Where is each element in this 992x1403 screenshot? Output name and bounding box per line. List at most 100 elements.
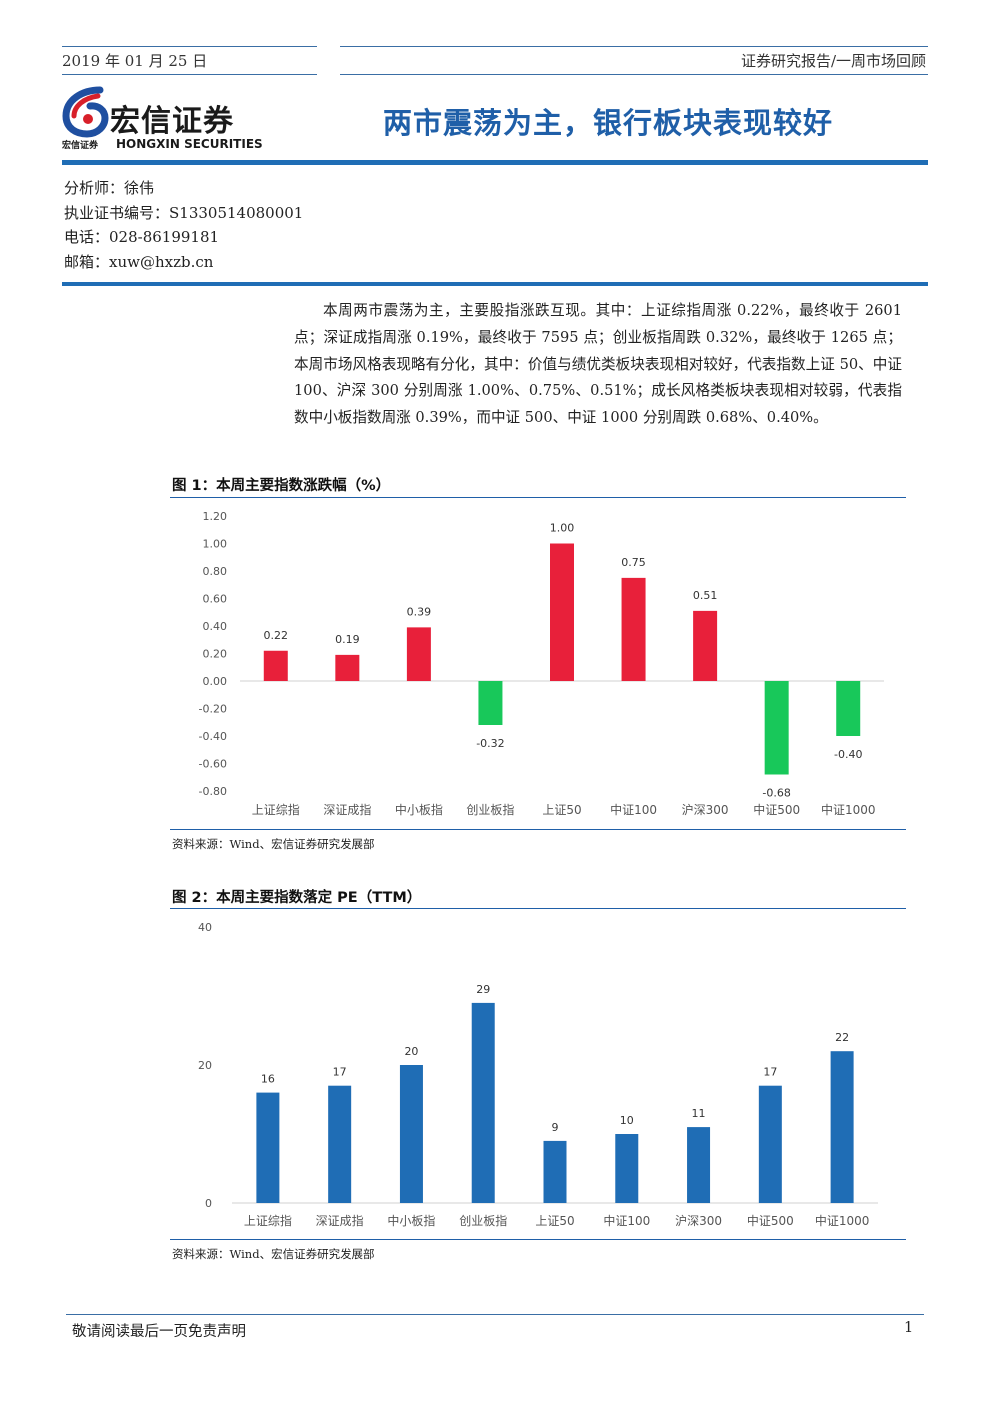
footer-rule <box>66 1314 924 1315</box>
bar <box>335 654 360 681</box>
data-label: 0.39 <box>407 605 432 618</box>
x-tick-label: 中证500 <box>747 1213 794 1228</box>
logo-small-cn: 宏信证券 <box>62 141 99 151</box>
figure2-title: 图 2：本周主要指数落定 PE（TTM） <box>172 890 422 906</box>
x-tick-label: 中证1000 <box>815 1213 870 1228</box>
x-tick-label: 中小板指 <box>387 1213 435 1228</box>
figure1-source: 资料来源：Wind、宏信证券研究发展部 <box>172 837 375 851</box>
x-tick-label: 上证综指 <box>244 1213 292 1228</box>
x-tick-label: 沪深300 <box>675 1214 722 1228</box>
bar <box>328 1085 352 1203</box>
figure1-top-rule <box>170 497 906 498</box>
data-label: -0.32 <box>476 737 504 750</box>
x-tick-label: 上证50 <box>535 1214 574 1228</box>
figure1-title: 图 1：本周主要指数涨跌幅（%） <box>172 478 391 494</box>
data-label: 0.75 <box>621 556 646 569</box>
y-tick-label: 0.40 <box>203 620 228 633</box>
bar <box>687 1127 711 1203</box>
x-tick-label: 中小板指 <box>395 802 443 817</box>
x-tick-label: 中证1000 <box>821 802 876 817</box>
x-tick-label: 创业板指 <box>466 802 514 817</box>
bar <box>758 1085 782 1203</box>
bar <box>764 681 789 775</box>
data-label: 1.00 <box>550 522 575 535</box>
title-divider <box>62 160 928 165</box>
x-tick-label: 创业板指 <box>459 1213 507 1228</box>
y-tick-label: -0.60 <box>199 758 227 771</box>
x-tick-label: 中证100 <box>603 1213 650 1228</box>
bar <box>399 1065 423 1203</box>
bar <box>406 627 431 681</box>
data-label: 17 <box>763 1066 777 1079</box>
data-label: 20 <box>404 1045 418 1058</box>
data-label: 11 <box>692 1107 706 1120</box>
y-tick-label: 1.00 <box>203 538 228 551</box>
analyst-divider <box>62 282 928 286</box>
y-tick-label: 40 <box>198 921 212 934</box>
data-label: 29 <box>476 983 490 996</box>
y-tick-label: -0.80 <box>199 785 227 798</box>
data-label: 16 <box>261 1073 275 1086</box>
data-label: 0.22 <box>264 629 289 642</box>
data-label: -0.40 <box>834 748 862 761</box>
report-category: 证券研究报告/一周市场回顾 <box>740 52 926 70</box>
footer-disclaimer: 敬请阅读最后一页免责声明 <box>72 1324 246 1340</box>
data-label: 17 <box>333 1066 347 1079</box>
analyst-name: 分析师：徐伟 <box>64 179 155 197</box>
y-tick-label: -0.40 <box>199 730 227 743</box>
data-label: 0.51 <box>693 589 718 602</box>
company-logo: 宏信证券 宏信证券 HONGXIN SECURITIES <box>60 84 275 154</box>
x-tick-label: 中证100 <box>610 802 657 817</box>
bar <box>263 650 288 681</box>
bar <box>615 1134 639 1203</box>
data-label: 0.19 <box>335 633 360 646</box>
report-date: 2019 年 01 月 25 日 <box>62 52 208 70</box>
y-tick-label: -0.20 <box>199 703 227 716</box>
figure1-chart: 1.20 1.00 0.80 0.60 0.40 0.20 0.00 -0.20 -0.40 -0… <box>199 510 884 817</box>
figure2-top-rule <box>170 908 906 909</box>
y-tick-label: 1.20 <box>203 510 228 523</box>
y-tick-label: 0.80 <box>203 565 228 578</box>
data-label: 10 <box>620 1114 634 1127</box>
bar <box>693 610 718 681</box>
x-tick-label: 上证50 <box>542 803 581 817</box>
analyst-cert: 执业证书编号：S1330514080001 <box>64 203 304 222</box>
data-label: 22 <box>835 1031 849 1044</box>
bar <box>836 681 861 736</box>
logo-name-cn: 宏信证券 <box>110 104 234 139</box>
figure2-chart: 40 20 0 16 上证综指 17 深证成指 20 中小板指 29 创业板指 9 上证50 10 中证10… <box>198 921 878 1228</box>
header-rule-left-top <box>62 46 317 47</box>
analyst-phone: 电话：028-86199181 <box>64 228 220 246</box>
bar <box>256 1092 280 1203</box>
figure2-bottom-rule <box>170 1239 906 1240</box>
x-tick-label: 沪深300 <box>682 803 729 817</box>
bar <box>543 1140 567 1203</box>
header-rule-right-top <box>340 46 928 47</box>
y-tick-label: 20 <box>198 1059 212 1072</box>
y-tick-label: 0.60 <box>203 593 228 606</box>
data-label: -0.68 <box>762 787 790 800</box>
summary-paragraph: 本周两市震荡为主，主要股指涨跌互现。其中：上证综指周涨 0.22%，最终收于 2… <box>294 302 902 427</box>
page-number: 1 <box>904 1320 914 1336</box>
logo-name-en: HONGXIN SECURITIES <box>116 137 263 151</box>
figure2-source: 资料来源：Wind、宏信证券研究发展部 <box>172 1247 375 1261</box>
bar <box>550 543 574 681</box>
bar <box>471 1002 495 1203</box>
x-tick-label: 深证成指 <box>323 802 371 817</box>
y-tick-label: 0 <box>205 1197 212 1210</box>
analyst-info: 分析师：徐伟 执业证书编号：S1330514080001 电话：028-8619… <box>64 176 303 274</box>
bar <box>478 681 503 725</box>
x-tick-label: 深证成指 <box>316 1213 364 1228</box>
header-rule-right-bottom <box>340 74 928 75</box>
y-tick-label: 0.20 <box>203 648 228 661</box>
figure1-bottom-rule <box>170 829 906 830</box>
analyst-email: 邮箱：xuw@hxzb.cn <box>64 252 214 271</box>
data-label: 9 <box>552 1121 559 1134</box>
logo-mark-icon <box>62 86 109 138</box>
x-tick-label: 上证综指 <box>252 802 300 817</box>
bar <box>621 577 646 681</box>
report-title: 两市震荡为主，银行板块表现较好 <box>383 106 834 140</box>
y-tick-label: 0.00 <box>203 675 228 688</box>
x-tick-label: 中证500 <box>753 802 800 817</box>
header-rule-left-bottom <box>62 74 317 75</box>
